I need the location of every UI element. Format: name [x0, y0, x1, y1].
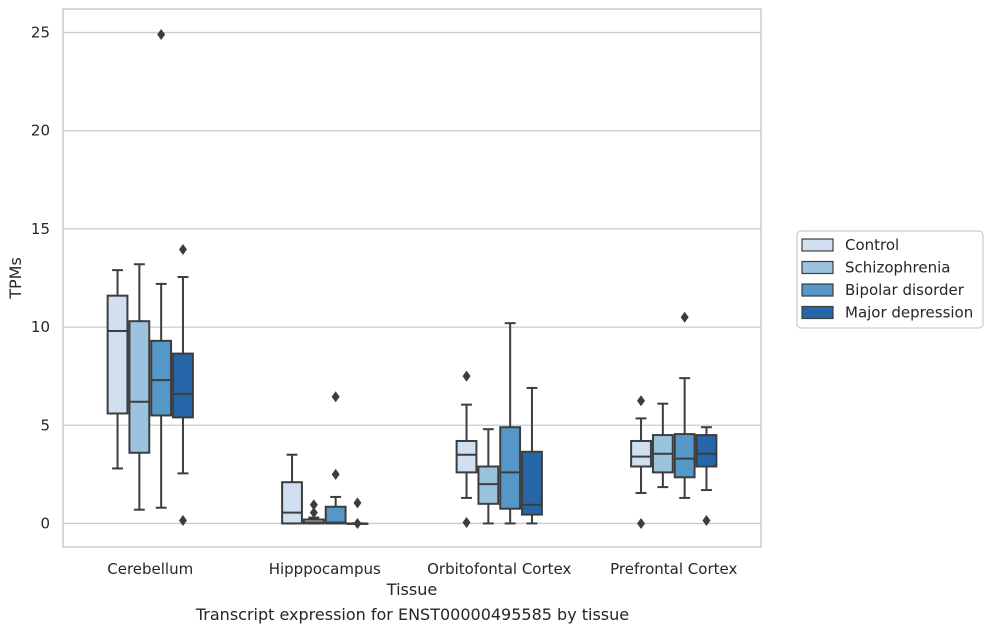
legend-item: Bipolar disorder	[801, 281, 965, 299]
outlier-point	[178, 244, 187, 256]
outlier-point	[178, 514, 187, 526]
outlier-point	[309, 499, 318, 511]
box-bipolar-disorder	[150, 29, 173, 509]
box-bipolar-disorder	[673, 311, 696, 499]
box-control	[630, 395, 652, 529]
legend-item: Major depression	[801, 304, 973, 322]
iqr-box	[106, 294, 129, 415]
legend-label: Bipolar disorder	[845, 281, 965, 299]
outlier-point	[331, 391, 340, 403]
x-axis-label: Tissue	[386, 580, 437, 599]
iqr-box	[695, 434, 718, 468]
outlier-point	[353, 517, 362, 529]
y-tick-label: 15	[31, 220, 50, 238]
y-tick-label: 0	[40, 514, 50, 532]
box-major-depression	[172, 244, 194, 526]
y-tick-label: 5	[40, 416, 50, 434]
chart-caption: Transcript expression for ENST0000049558…	[195, 605, 630, 624]
box-control	[106, 269, 129, 470]
outlier-point	[462, 516, 471, 528]
y-axis-label: TPMs	[6, 257, 25, 300]
iqr-box	[455, 439, 478, 474]
iqr-box	[128, 320, 151, 454]
legend-item: Schizophrenia	[801, 259, 950, 277]
y-tick-label: 10	[31, 318, 50, 336]
outlier-point	[680, 311, 689, 323]
box-schizophrenia	[477, 428, 500, 525]
box-control	[281, 453, 303, 525]
iqr-box	[281, 481, 303, 525]
legend-label: Schizophrenia	[845, 259, 950, 277]
outlier-point	[637, 517, 646, 529]
box-major-depression	[695, 426, 718, 526]
outlier-point	[157, 29, 166, 41]
x-tick-label: Prefrontal Cortex	[610, 560, 737, 578]
legend: Control Schizophrenia Bipolar disorder Majo…	[796, 230, 984, 329]
legend-swatch	[801, 283, 834, 297]
iqr-box	[324, 505, 347, 525]
legend-swatch	[801, 260, 834, 275]
legend-frame	[796, 230, 984, 329]
box-control	[455, 370, 478, 528]
outlier-point	[637, 395, 646, 407]
box-major-depression	[521, 386, 543, 525]
legend-label: Control	[845, 236, 899, 254]
outlier-point	[353, 497, 362, 509]
box-major-depression	[346, 497, 369, 529]
box-plot-area	[106, 29, 718, 529]
legend-label: Major depression	[845, 304, 973, 322]
outlier-point	[462, 370, 471, 382]
outlier-point	[702, 514, 711, 526]
iqr-box	[521, 450, 543, 516]
legend-swatch	[801, 238, 834, 252]
iqr-box	[150, 339, 173, 417]
legend-swatch	[801, 305, 834, 320]
y-axis-ticks: 0 5 10 15 20 25	[31, 24, 50, 533]
outlier-point	[309, 507, 318, 519]
y-tick-label: 20	[31, 122, 50, 140]
legend-item: Control	[801, 236, 899, 254]
outlier-point	[331, 468, 340, 480]
iqr-box	[630, 439, 652, 468]
box-bipolar-disorder	[499, 322, 522, 525]
plot-frame	[62, 8, 762, 548]
x-tick-label: Hipppocampus	[269, 560, 381, 578]
iqr-box	[673, 433, 696, 479]
box-schizophrenia	[651, 402, 674, 489]
x-tick-label: Orbitofontal Cortex	[427, 560, 571, 578]
iqr-box	[499, 426, 522, 510]
iqr-box	[172, 352, 194, 419]
box-schizophrenia	[302, 499, 325, 525]
x-tick-label: Cerebellum	[107, 560, 193, 578]
x-axis-ticks: Cerebellum Hipppocampus Orbitofontal Corte…	[107, 560, 737, 578]
box-schizophrenia	[128, 263, 151, 511]
y-tick-label: 25	[31, 24, 50, 42]
box-bipolar-disorder	[324, 391, 347, 525]
